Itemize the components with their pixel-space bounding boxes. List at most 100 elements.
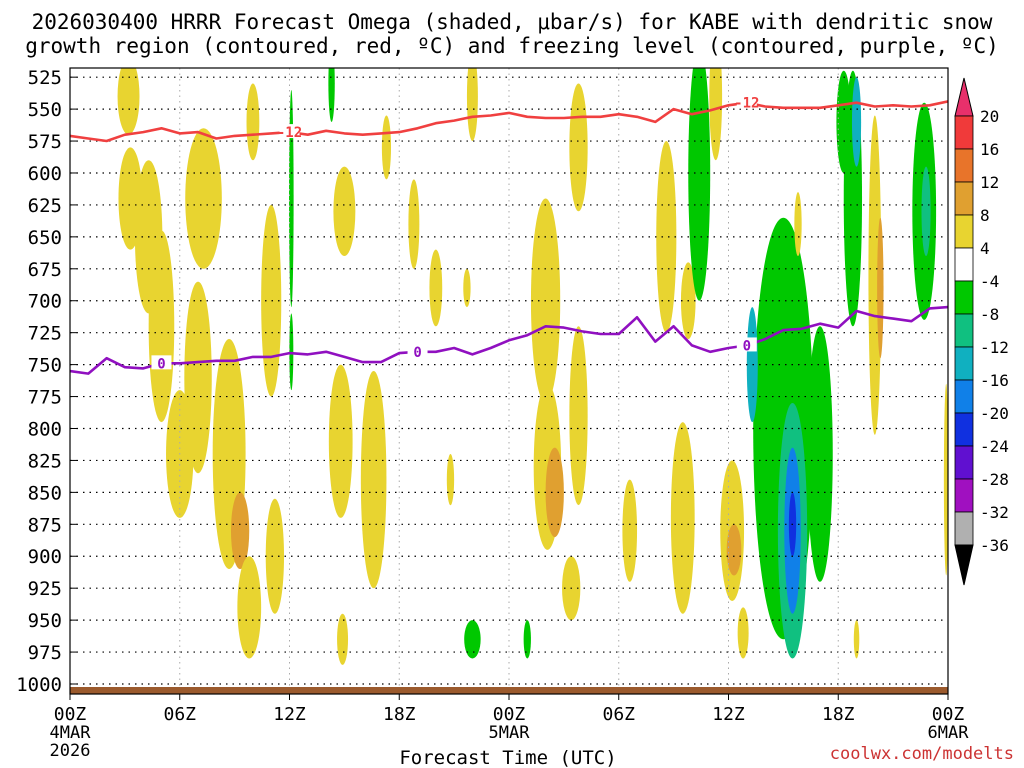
y-tick-label: 650 (28, 227, 62, 249)
contour-line-1 (70, 100, 948, 143)
colorbar-top-arrow (954, 77, 974, 117)
omega-cell-13 (246, 83, 260, 161)
colorbar-label: -12 (980, 338, 1009, 357)
colorbar-swatch-5 (954, 247, 974, 282)
colorbar-swatch-11 (954, 445, 974, 480)
omega-cell-40 (709, 68, 723, 161)
omega-cell-58 (853, 620, 860, 659)
ground-terrain-band (70, 687, 948, 694)
x-year-label: 2026 (50, 741, 91, 761)
omega-cell-19 (360, 371, 387, 589)
colorbar-label: -4 (980, 272, 999, 291)
colorbar-label: -8 (980, 305, 999, 324)
colorbar-bottom-arrow (954, 544, 974, 586)
contour-label-bg (279, 124, 300, 139)
colorbar-swatch-3 (954, 181, 974, 216)
omega-cell-53 (851, 77, 862, 167)
omega-cell-50 (807, 326, 833, 582)
contour-label-bg (151, 355, 172, 370)
y-tick-label: 1000 (16, 674, 62, 696)
omega-cell-14 (289, 89, 294, 308)
colorbar-label: 8 (980, 206, 990, 225)
omega-cell-57 (921, 166, 931, 257)
x-tick-label: 12Z (712, 704, 745, 725)
x-tick-label: 18Z (383, 704, 416, 725)
omega-cell-31 (569, 326, 588, 506)
x-date-label: 5MAR (489, 723, 531, 743)
colorbar-swatch-8 (954, 346, 974, 381)
colorbar-label: 12 (980, 173, 999, 192)
x-axis-label: Forecast Time (UTC) (399, 747, 616, 768)
colorbar-swatch-6 (954, 280, 974, 315)
x-date-label: 6MAR (928, 723, 970, 743)
y-tick-label: 925 (28, 578, 62, 600)
credit-link[interactable]: coolwx.com/modelts (829, 744, 1014, 764)
y-tick-label: 775 (28, 387, 62, 409)
omega-cell-27 (464, 620, 481, 659)
contour-label: 0 (743, 338, 751, 354)
chart-title-line-2: growth region (contoured, red, ºC) and f… (25, 34, 999, 58)
omega-cell-22 (337, 613, 349, 665)
colorbar-swatch-13 (954, 511, 974, 546)
contour-label: -12 (734, 96, 759, 112)
omega-cell-26 (463, 268, 471, 308)
x-tick-label: 00Z (54, 704, 87, 725)
omega-cell-49 (794, 192, 802, 257)
y-tick-label: 825 (28, 450, 62, 472)
colorbar-label: -32 (980, 503, 1009, 522)
contour-label-bg (736, 337, 757, 352)
x-tick-label: 00Z (932, 704, 965, 725)
omega-cell-7 (184, 281, 212, 474)
y-tick-label: 725 (28, 323, 62, 345)
x-tick-label: 18Z (822, 704, 855, 725)
omega-cell-9 (230, 492, 250, 570)
omega-cell-11 (261, 204, 282, 397)
x-tick-label: 06Z (163, 704, 196, 725)
omega-cell-43 (737, 607, 749, 659)
contour-label: 0 (413, 345, 421, 361)
y-tick-label: 575 (28, 131, 62, 153)
omega-cell-18 (328, 364, 353, 518)
omega-cell-55 (877, 217, 884, 359)
colorbar-label: -36 (980, 536, 1009, 555)
y-tick-label: 975 (28, 642, 62, 664)
omega-cell-12 (265, 498, 285, 614)
colorbar-label: 16 (980, 140, 999, 159)
omega-cell-30 (545, 447, 564, 538)
contour-label: -12 (277, 125, 302, 141)
colorbar-swatch-4 (954, 214, 974, 249)
y-tick-label: 625 (28, 195, 62, 217)
x-tick-label: 06Z (602, 704, 635, 725)
y-tick-label: 525 (28, 67, 62, 89)
colorbar-swatch-9 (954, 379, 974, 414)
x-date-label: 4MAR (50, 723, 92, 743)
y-tick-label: 900 (28, 546, 62, 568)
colorbar-swatch-2 (954, 148, 974, 183)
y-tick-label: 850 (28, 482, 62, 504)
contour-label-bg (407, 343, 428, 358)
omega-cell-6 (185, 128, 222, 269)
omega-cell-54 (868, 115, 882, 435)
chart-title-line-1: 2026030400 HRRR Forecast Omega (shaded, … (31, 10, 993, 34)
y-tick-label: 950 (28, 610, 62, 632)
omega-cell-37 (670, 422, 695, 614)
contour-line-2 (233, 68, 236, 69)
omega-cell-25 (466, 68, 478, 142)
colorbar-label: 20 (980, 107, 999, 126)
x-tick-label: 12Z (273, 704, 306, 725)
colorbar-swatch-1 (954, 115, 974, 150)
colorbar-label: 4 (980, 239, 990, 258)
omega-cell-35 (622, 479, 638, 582)
y-tick-label: 600 (28, 163, 62, 185)
omega-cell-34 (523, 620, 531, 659)
colorbar-label: -20 (980, 404, 1009, 423)
omega-cell-17 (333, 166, 356, 257)
y-tick-label: 875 (28, 514, 62, 536)
omega-cell-45 (746, 307, 758, 423)
omega-cell-4 (148, 230, 175, 423)
contour-line-0 (70, 305, 948, 375)
omega-cell-32 (569, 83, 588, 212)
colorbar-label: -16 (980, 371, 1009, 390)
omega-cell-0 (117, 68, 140, 135)
omega-cell-36 (656, 141, 677, 333)
